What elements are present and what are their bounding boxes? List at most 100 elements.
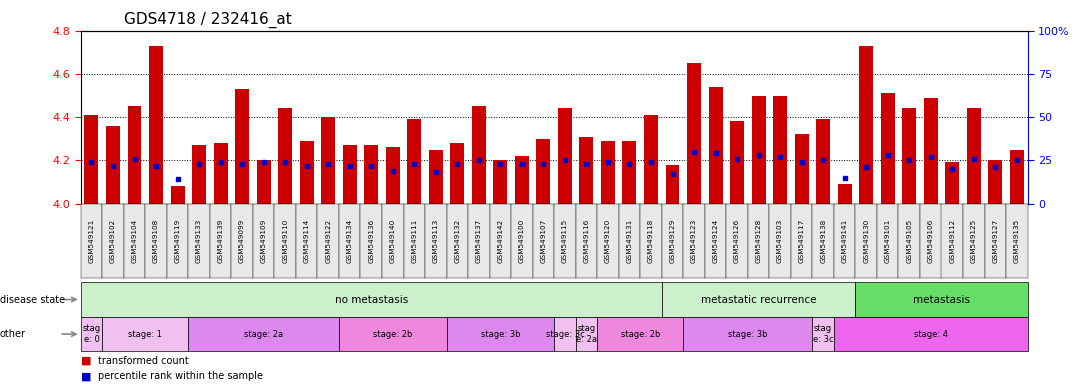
Text: GSM549100: GSM549100 (519, 219, 525, 263)
Text: GSM549127: GSM549127 (992, 219, 999, 263)
Bar (342, 145, 357, 204)
Text: GSM549136: GSM549136 (368, 219, 374, 263)
Text: GSM549108: GSM549108 (153, 219, 159, 263)
Text: stage: 3b: stage: 3b (728, 329, 767, 339)
Text: GSM549113: GSM549113 (433, 219, 439, 263)
Bar (127, 106, 142, 204)
Text: GSM549131: GSM549131 (626, 219, 633, 263)
Text: GSM549119: GSM549119 (174, 219, 181, 263)
Bar (428, 149, 443, 204)
Text: stage: 2b: stage: 2b (621, 329, 660, 339)
Bar (407, 119, 421, 204)
Text: stage: 3b: stage: 3b (481, 329, 520, 339)
Bar (536, 139, 550, 204)
Bar (364, 145, 379, 204)
Bar (816, 119, 830, 204)
Text: GSM549126: GSM549126 (734, 219, 740, 263)
Text: GSM549140: GSM549140 (390, 219, 396, 263)
Bar (213, 143, 228, 204)
Bar (322, 117, 336, 204)
Text: GSM549129: GSM549129 (669, 219, 676, 263)
Text: transformed count: transformed count (98, 356, 188, 366)
Text: GSM549141: GSM549141 (841, 219, 848, 263)
Bar (665, 165, 680, 204)
Text: percentile rank within the sample: percentile rank within the sample (98, 371, 263, 381)
Bar (837, 184, 851, 204)
Text: GSM549117: GSM549117 (798, 219, 805, 263)
Text: stage: 4: stage: 4 (914, 329, 948, 339)
Bar (622, 141, 636, 204)
Text: ■: ■ (81, 356, 91, 366)
Text: GSM549115: GSM549115 (562, 219, 568, 263)
Bar (84, 115, 99, 204)
Bar (751, 96, 765, 204)
Text: metastasis: metastasis (914, 295, 969, 305)
Bar (235, 89, 249, 204)
Text: other: other (0, 329, 26, 339)
Bar (385, 147, 399, 204)
Text: no metastasis: no metastasis (335, 295, 408, 305)
Bar (773, 96, 788, 204)
Text: metastatic recurrence: metastatic recurrence (700, 295, 817, 305)
Text: GSM549103: GSM549103 (777, 219, 783, 263)
Bar (923, 98, 937, 204)
Bar (170, 186, 185, 204)
Text: GSM549132: GSM549132 (454, 219, 461, 263)
Bar (794, 134, 808, 204)
Text: disease state: disease state (0, 295, 66, 305)
Bar (579, 137, 594, 204)
Text: stage: 3c: stage: 3c (546, 329, 584, 339)
Bar (902, 108, 916, 204)
Text: GSM549130: GSM549130 (863, 219, 869, 263)
Bar (471, 106, 485, 204)
Text: stag
e: 0: stag e: 0 (83, 324, 100, 344)
Text: GDS4718 / 232416_at: GDS4718 / 232416_at (124, 12, 292, 28)
Text: stage: 2a: stage: 2a (244, 329, 283, 339)
Text: GSM549139: GSM549139 (217, 219, 224, 263)
Text: GSM549099: GSM549099 (239, 219, 245, 263)
Text: GSM549134: GSM549134 (346, 219, 353, 263)
Text: GSM549111: GSM549111 (411, 219, 417, 263)
Bar (451, 143, 464, 204)
Text: stag
e: 2a: stag e: 2a (576, 324, 597, 344)
Bar (493, 160, 507, 204)
Text: stage: 1: stage: 1 (128, 329, 162, 339)
Text: GSM549123: GSM549123 (691, 219, 697, 263)
Text: GSM549142: GSM549142 (497, 219, 504, 263)
Bar (880, 93, 894, 204)
Text: GSM549125: GSM549125 (971, 219, 977, 263)
Text: GSM549135: GSM549135 (1014, 219, 1020, 263)
Bar (256, 160, 270, 204)
Bar (945, 162, 959, 204)
Text: GSM549124: GSM549124 (712, 219, 719, 263)
Text: GSM549122: GSM549122 (325, 219, 331, 263)
Text: GSM549137: GSM549137 (476, 219, 482, 263)
Text: ■: ■ (81, 371, 91, 381)
Bar (688, 63, 702, 204)
Text: GSM549109: GSM549109 (260, 219, 267, 263)
Text: GSM549106: GSM549106 (928, 219, 934, 263)
Bar (1009, 149, 1023, 204)
Text: GSM549138: GSM549138 (820, 219, 826, 263)
Text: GSM549110: GSM549110 (282, 219, 288, 263)
Text: GSM549120: GSM549120 (605, 219, 611, 263)
Text: GSM549118: GSM549118 (648, 219, 654, 263)
Bar (988, 160, 1002, 204)
Text: stag
e: 3c: stag e: 3c (812, 324, 834, 344)
Bar (643, 115, 657, 204)
Text: GSM549121: GSM549121 (88, 219, 95, 263)
Text: GSM549128: GSM549128 (755, 219, 762, 263)
Bar (299, 141, 314, 204)
Text: GSM549107: GSM549107 (540, 219, 547, 263)
Bar (278, 108, 293, 204)
Text: GSM549101: GSM549101 (884, 219, 891, 263)
Bar (105, 126, 121, 204)
Bar (514, 156, 528, 204)
Bar (966, 108, 980, 204)
Text: GSM549114: GSM549114 (303, 219, 310, 263)
Text: GSM549104: GSM549104 (131, 219, 138, 263)
Text: GSM549102: GSM549102 (110, 219, 116, 263)
Text: GSM549133: GSM549133 (196, 219, 202, 263)
Text: GSM549112: GSM549112 (949, 219, 955, 263)
Bar (558, 108, 572, 204)
